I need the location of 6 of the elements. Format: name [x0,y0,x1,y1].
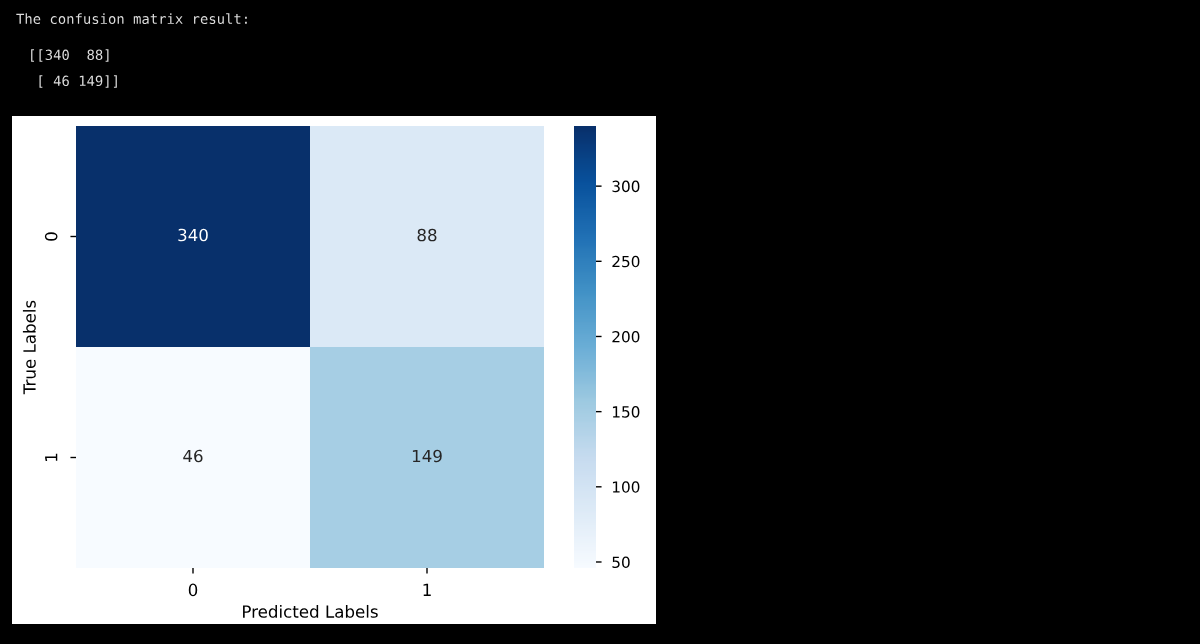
x-axis-title: Predicted Labels [243,604,378,618]
data-label: 46 [183,449,203,463]
data-label: 340 [178,228,208,242]
y-axis-title: True Labels [22,300,36,395]
data-label: 88 [417,228,437,242]
data-label: 149 [412,449,442,463]
